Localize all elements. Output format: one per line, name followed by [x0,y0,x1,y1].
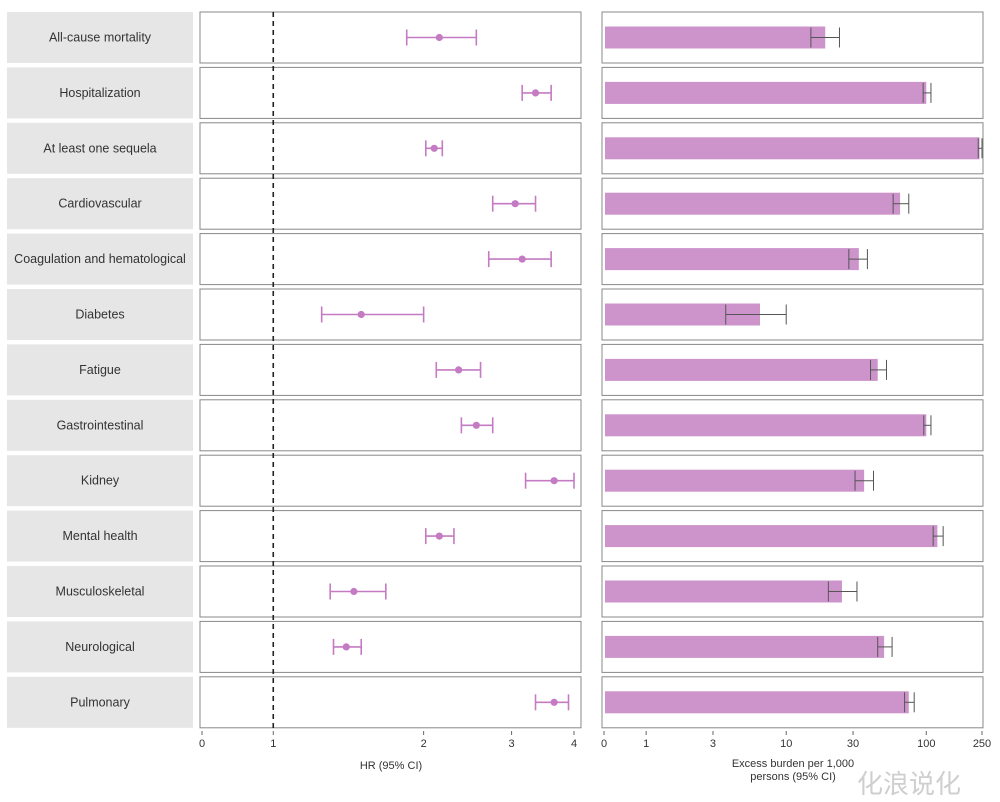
forest-point [550,477,558,485]
forest-tick-label: 3 [509,738,515,750]
bar [605,192,901,215]
bar [605,414,927,437]
bar [605,137,980,160]
bar-row-frame [601,288,984,341]
category-label: Pulmonary [70,695,130,709]
category-label-box [7,455,193,507]
forest-tick-label: 0 [199,738,205,750]
bar-tick-label: 3 [710,738,716,750]
category-label-box [7,289,193,340]
bar [605,635,885,658]
forest-plot-panel: 0 1 2 3 4 [199,11,582,750]
bar-x-axis-label-line1: Excess burden per 1,000 [732,758,854,770]
forest-row-frame [199,343,582,396]
category-label-box [7,122,193,174]
bar-x-axis-label-line2: persons (95% CI) [750,771,836,783]
bar [605,358,878,381]
bar-tick-label: 10 [780,738,792,750]
bar-tick-label: 30 [847,738,859,750]
bar [605,303,761,326]
forest-tick-label: 1 [270,738,276,750]
category-label: Coagulation and hematological [14,252,186,266]
forest-row-frame [199,510,582,563]
bar-tick-label: 0 [601,738,607,750]
forest-row-frame [199,122,582,175]
forest-row-frame [199,66,582,119]
bar [605,469,865,492]
forest-row-frame [199,454,582,507]
bar-tick-label: 1 [643,738,649,750]
forest-tick-label: 2 [421,738,427,750]
category-label: Cardiovascular [58,197,141,211]
category-label: Kidney [81,474,120,488]
category-label-box [7,178,193,230]
bar [605,26,826,49]
forest-point [511,200,519,208]
forest-point [430,144,438,152]
category-labels: All-cause mortality Hospitalization At lea… [7,12,193,728]
bar-chart-panel: 0 1 3 10 30 100 250 [601,11,991,750]
forest-point [550,698,558,706]
category-label: Mental health [62,529,137,543]
bar-tick-label: 100 [917,738,935,750]
category-label-box [7,566,193,617]
watermark-text: 化浪说化 [857,770,961,800]
forest-row-frame [199,620,582,673]
category-label: Diabetes [75,308,124,322]
forest-point [357,310,365,319]
bar [605,81,927,104]
category-label-box [7,67,193,119]
forest-point [472,421,480,429]
forest-point [342,643,350,651]
category-label: Gastrointestinal [57,418,144,432]
category-label-box [7,12,193,63]
category-label: Hospitalization [59,86,140,100]
bar-tick-label: 250 [973,738,991,750]
forest-point [531,89,540,97]
category-label: Neurological [65,640,134,654]
category-label: Fatigue [79,363,121,377]
forest-row-frame [199,565,582,618]
bar [605,691,909,714]
bar [605,525,938,548]
category-label-box [7,510,193,562]
category-label-box [7,233,193,285]
category-label: All-cause mortality [49,31,152,45]
forest-point [435,532,443,540]
forest-x-axis-label: HR (95% CI) [360,760,422,772]
category-label-box [7,621,193,673]
forest-row-frame [199,399,582,452]
category-label-box [7,399,193,451]
forest-point [455,366,463,374]
category-label: At least one sequela [43,141,156,155]
forest-row-frame [199,676,582,729]
bar [605,248,859,271]
category-label-box [7,676,193,728]
bar [605,580,842,603]
forest-row-frame [199,11,582,64]
forest-point [350,587,358,596]
category-label: Musculoskeletal [56,585,145,599]
forest-point [435,33,443,42]
category-label-box [7,344,193,396]
forest-tick-label: 4 [571,738,577,750]
forest-point [518,255,526,263]
